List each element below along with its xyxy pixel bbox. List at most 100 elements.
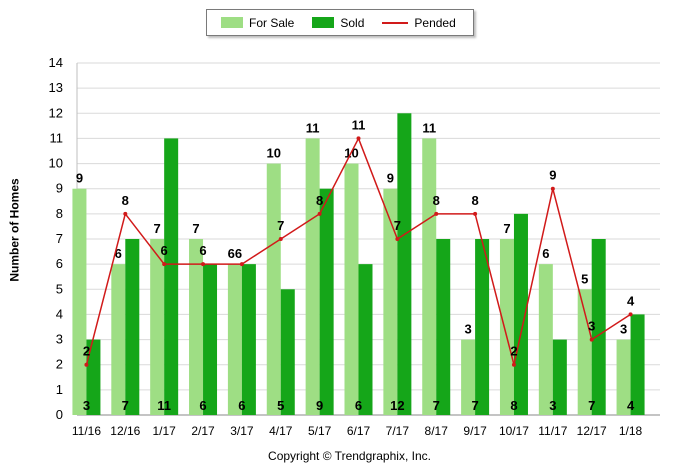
legend: For Sale Sold Pended [206, 9, 474, 36]
point-pended [589, 337, 594, 342]
y-tick-label: 13 [49, 80, 63, 95]
bar-sold [591, 239, 606, 415]
bar-sold [397, 113, 412, 416]
bar-for-sale [227, 264, 242, 415]
data-label-pended: 11 [352, 117, 366, 132]
data-label-sold: 11 [157, 398, 171, 413]
bar-sold [86, 339, 101, 415]
y-tick-label: 6 [56, 256, 63, 271]
data-label-for-sale: 66 [228, 246, 242, 261]
data-label-sold: 7 [471, 398, 478, 413]
data-label-sold: 7 [122, 398, 129, 413]
legend-swatch-pended [382, 21, 409, 24]
bar-sold [164, 138, 179, 415]
data-label-pended: 4 [627, 293, 635, 308]
bar-sold [319, 188, 334, 415]
x-tick-label: 5/17 [308, 424, 332, 438]
point-pended [395, 237, 400, 241]
data-label-pended: 6 [161, 243, 168, 258]
x-tick-label: 1/18 [619, 424, 643, 438]
bar-for-sale [305, 138, 320, 415]
point-pended [356, 136, 361, 141]
x-tick-label: 11/17 [538, 424, 567, 438]
data-label-pended: 7 [394, 218, 401, 233]
legend-label-pended: Pended [414, 15, 456, 30]
bar-for-sale [422, 138, 437, 415]
bar-sold [475, 239, 490, 415]
legend-swatch-for-sale [221, 17, 243, 28]
bar-for-sale [266, 163, 281, 415]
x-tick-label: 6/17 [347, 424, 371, 438]
y-tick-label: 9 [56, 181, 63, 196]
point-pended [434, 211, 439, 216]
x-tick-label: 2/17 [191, 424, 215, 438]
bar-sold [552, 339, 567, 415]
x-tick-label: 8/17 [425, 424, 449, 438]
data-label-for-sale: 11 [306, 120, 320, 135]
data-label-pended: 9 [549, 168, 556, 183]
data-label-sold: 7 [433, 398, 440, 413]
data-label-pended: 3 [588, 319, 595, 334]
y-tick-label: 8 [56, 206, 63, 221]
bar-for-sale [499, 239, 514, 415]
data-label-for-sale: 3 [464, 322, 471, 337]
legend-item-for-sale: For Sale [221, 16, 294, 30]
legend-label-sold: Sold [340, 15, 365, 30]
x-tick-label: 11/16 [72, 424, 101, 438]
bar-for-sale [189, 239, 204, 415]
x-tick-label: 1/17 [152, 424, 176, 438]
data-label-for-sale: 6 [115, 246, 122, 261]
bar-sold [125, 239, 140, 415]
legend-swatch-sold [312, 17, 335, 28]
x-tick-label: 10/17 [499, 424, 529, 438]
data-label-sold: 6 [199, 398, 206, 413]
data-label-pended: 8 [122, 193, 129, 208]
x-tick-label: 12/16 [110, 424, 140, 438]
point-pended [201, 262, 206, 267]
point-pended [550, 186, 555, 191]
x-tick-label: 9/17 [463, 424, 487, 438]
data-label-sold: 3 [549, 398, 556, 413]
y-tick-label: 4 [56, 306, 63, 321]
bar-for-sale [538, 264, 553, 415]
point-pended [123, 211, 128, 216]
bar-for-sale [72, 188, 87, 415]
data-label-pended: 2 [510, 344, 517, 359]
bar-for-sale [111, 264, 126, 415]
data-label-for-sale: 11 [422, 120, 436, 135]
bar-for-sale [616, 339, 631, 415]
bar-sold [241, 264, 256, 415]
data-label-for-sale: 7 [192, 221, 199, 236]
bar-sold [513, 213, 528, 415]
bar-for-sale [344, 163, 359, 415]
point-pended [628, 312, 633, 317]
point-pended [473, 211, 478, 216]
data-label-sold: 6 [355, 398, 362, 413]
data-label-sold: 5 [277, 398, 284, 413]
bar-for-sale [461, 339, 476, 415]
y-tick-label: 10 [49, 156, 63, 171]
point-pended [84, 362, 89, 367]
copyright-text: Copyright © Trendgraphix, Inc. [268, 449, 431, 463]
point-pended [162, 262, 167, 267]
data-label-sold: 3 [83, 398, 90, 413]
data-label-pended: 6 [199, 243, 206, 258]
y-tick-label: 0 [56, 407, 63, 422]
legend-item-sold: Sold [312, 16, 364, 30]
data-label-for-sale: 3 [620, 322, 627, 337]
y-tick-label: 11 [50, 130, 64, 145]
bar-sold [203, 264, 218, 415]
data-label-for-sale: 10 [267, 146, 281, 161]
bar-sold [630, 314, 645, 415]
y-axis-title-box: Number of Homes [4, 120, 26, 340]
data-label-pended: 2 [83, 344, 90, 359]
data-label-for-sale: 9 [387, 171, 394, 186]
data-label-sold: 9 [316, 398, 323, 413]
data-label-for-sale: 9 [76, 171, 83, 186]
y-tick-label: 3 [56, 332, 63, 347]
bar-sold [358, 264, 373, 415]
x-tick-label: 7/17 [386, 424, 410, 438]
data-label-for-sale: 5 [581, 271, 588, 286]
